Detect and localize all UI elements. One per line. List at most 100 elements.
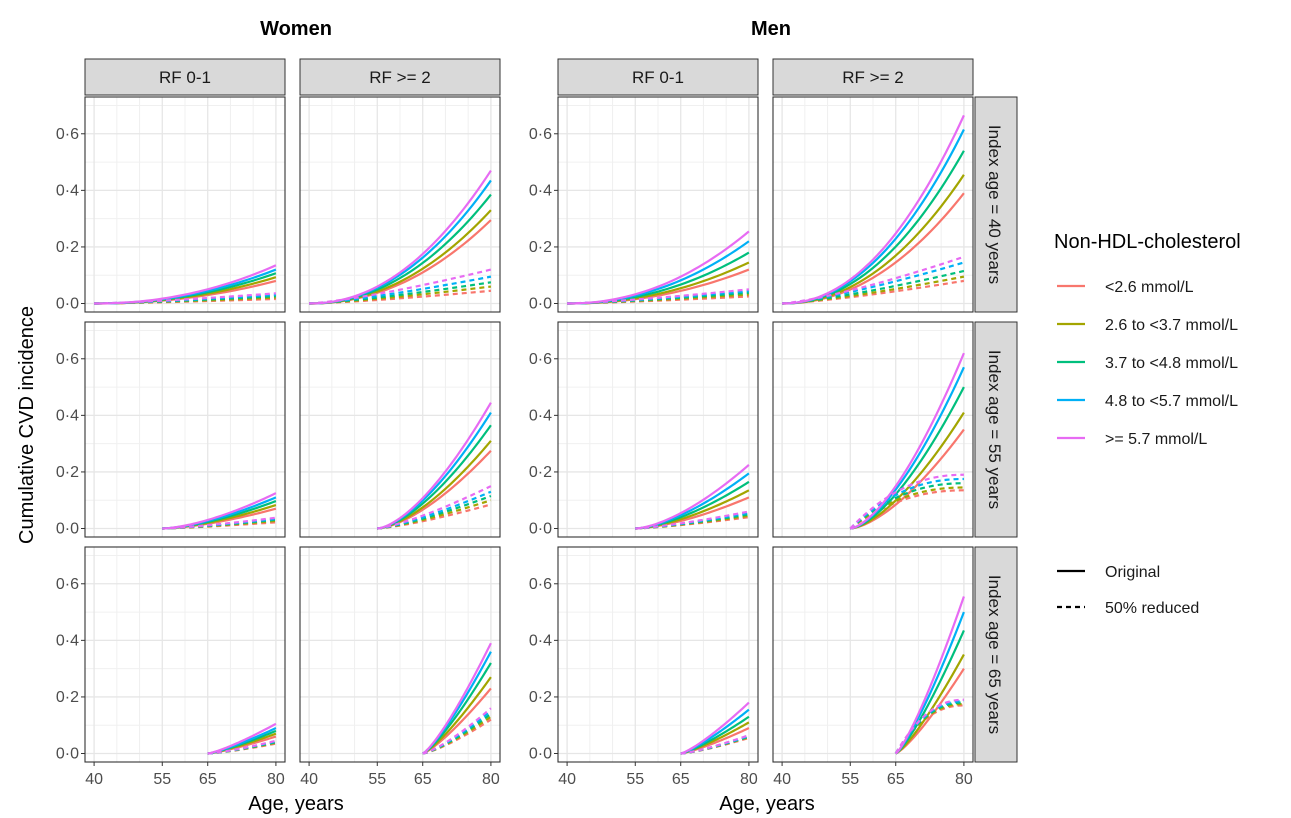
legend: Non-HDL-cholesterol <2.6 mmol/L 2.6 to <3… bbox=[1054, 231, 1241, 617]
panel-men-rf-ge-2-age-55 bbox=[772, 321, 974, 538]
row-strip-index-age-0 bbox=[974, 96, 1018, 313]
x-axis-title-women: Age, years bbox=[248, 793, 344, 815]
y-tick-label: 0·2 bbox=[56, 689, 79, 706]
panel-border bbox=[299, 546, 501, 763]
facet-strip-women-rf-ge-2 bbox=[299, 58, 501, 96]
y-tick-label: 0·0 bbox=[529, 746, 552, 763]
series-line-reduced-4 bbox=[422, 707, 492, 755]
panel-women-rf-0-1-age-55: 0·0 0·2 0·4 0·6 bbox=[56, 321, 286, 538]
legend-label-color: 3.7 to <4.8 mmol/L bbox=[1105, 355, 1238, 372]
legend-label-color: <2.6 mmol/L bbox=[1105, 279, 1194, 296]
x-axis-title-men: Age, years bbox=[719, 793, 815, 815]
x-tick-label: 40 bbox=[773, 771, 791, 788]
x-tick-label: 80 bbox=[267, 771, 285, 788]
series-line-original-4 bbox=[422, 642, 492, 755]
y-tick-label: 0·0 bbox=[56, 521, 79, 538]
series-line-original-4 bbox=[850, 352, 965, 530]
panel-men-rf-ge-2-age-65: 40 55 65 80 bbox=[772, 546, 974, 788]
series-line-original-4 bbox=[162, 492, 277, 530]
y-tick-label: 0·4 bbox=[56, 182, 79, 199]
row-strip-label: Index age = 40 years bbox=[985, 125, 1004, 284]
y-tick-label: 0·4 bbox=[529, 632, 552, 649]
series-line-original-4 bbox=[635, 464, 750, 530]
series-line-original-4 bbox=[894, 596, 965, 755]
x-tick-label: 65 bbox=[199, 771, 217, 788]
facet-strip-label: RF >= 2 bbox=[369, 68, 430, 87]
x-tick-label: 80 bbox=[955, 771, 973, 788]
y-tick-label: 0·0 bbox=[529, 296, 552, 313]
series-line-reduced-1 bbox=[849, 486, 964, 530]
panel-border bbox=[557, 546, 759, 763]
color-legend-entries: <2.6 mmol/L 2.6 to <3.7 mmol/L 3.7 to <4.8… bbox=[1057, 279, 1238, 448]
series-line-reduced-4 bbox=[162, 516, 277, 530]
y-tick-label: 0·2 bbox=[529, 689, 552, 706]
group-title-women: Women bbox=[260, 18, 332, 40]
x-tick-label: 55 bbox=[153, 771, 171, 788]
panel-border bbox=[299, 96, 501, 313]
group-title-men: Men bbox=[751, 18, 791, 40]
series-line-original-4 bbox=[782, 114, 965, 305]
y-tick-label: 0·6 bbox=[56, 351, 79, 368]
y-axis-title: Cumulative CVD incidence bbox=[16, 306, 38, 544]
panel-border bbox=[772, 321, 974, 538]
legend-title: Non-HDL-cholesterol bbox=[1054, 231, 1241, 253]
series-line-reduced-2 bbox=[849, 482, 964, 530]
panel-border bbox=[772, 546, 974, 763]
legend-label-color: 4.8 to <5.7 mmol/L bbox=[1105, 393, 1238, 410]
y-tick-label: 0·2 bbox=[529, 239, 552, 256]
x-tick-label: 40 bbox=[558, 771, 576, 788]
y-tick-label: 0·2 bbox=[529, 464, 552, 481]
x-tick-label: 80 bbox=[482, 771, 500, 788]
series-line-reduced-4 bbox=[207, 739, 277, 755]
series-line-reduced-4 bbox=[635, 510, 750, 530]
panel-border bbox=[772, 96, 974, 313]
y-tick-label: 0·0 bbox=[529, 521, 552, 538]
x-tick-label: 55 bbox=[626, 771, 644, 788]
y-tick-label: 0·0 bbox=[56, 296, 79, 313]
x-tick-label: 55 bbox=[841, 771, 859, 788]
series-line-reduced-4 bbox=[680, 734, 750, 755]
y-tick-label: 0·6 bbox=[529, 126, 552, 143]
y-tick-label: 0·6 bbox=[529, 351, 552, 368]
panel-women-rf-ge-2-age-65: 40 55 65 80 bbox=[299, 546, 501, 788]
series-line-reduced-4 bbox=[377, 485, 492, 530]
series-line-original-4 bbox=[207, 722, 277, 755]
y-tick-label: 0·6 bbox=[56, 576, 79, 593]
y-tick-label: 0·4 bbox=[56, 632, 79, 649]
facet-strip-women-rf-0-1 bbox=[84, 58, 286, 96]
panel-men-rf-0-1-age-65: 0·0 0·2 0·4 0·6 40 55 65 80 bbox=[529, 546, 759, 788]
panel-women-rf-ge-2-age-55 bbox=[299, 321, 501, 538]
legend-label-linetype: Original bbox=[1105, 564, 1160, 581]
series-line-original-4 bbox=[309, 169, 492, 305]
x-tick-label: 80 bbox=[740, 771, 758, 788]
y-tick-label: 0·6 bbox=[529, 576, 552, 593]
y-tick-label: 0·6 bbox=[56, 126, 79, 143]
legend-label-color: 2.6 to <3.7 mmol/L bbox=[1105, 317, 1238, 334]
y-tick-label: 0·4 bbox=[529, 407, 552, 424]
row-strip-index-age-1 bbox=[974, 321, 1018, 538]
panel-border bbox=[84, 546, 286, 763]
facet-strip-label: RF 0-1 bbox=[632, 68, 684, 87]
series-line-original-4 bbox=[377, 402, 492, 530]
x-tick-label: 40 bbox=[85, 771, 103, 788]
series-line-reduced-4 bbox=[849, 473, 964, 530]
series-line-original-4 bbox=[94, 264, 277, 305]
series-line-reduced-3 bbox=[849, 477, 964, 530]
y-tick-label: 0·2 bbox=[56, 239, 79, 256]
facet-strip-label: RF >= 2 bbox=[842, 68, 903, 87]
panel-women-rf-0-1-age-40: 0·0 0·2 0·4 0·6 bbox=[56, 96, 286, 313]
facet-strip-label: RF 0-1 bbox=[159, 68, 211, 87]
row-strip-label: Index age = 65 years bbox=[985, 575, 1004, 734]
panel-men-rf-0-1-age-40: 0·0 0·2 0·4 0·6 bbox=[529, 96, 759, 313]
panel-border bbox=[84, 321, 286, 538]
panel-border bbox=[84, 96, 286, 313]
series-line-original-4 bbox=[567, 230, 750, 305]
panel-border bbox=[557, 321, 759, 538]
panels-layer: RF 0-1 RF >= 2 RF 0-1 RF >= 2 Index age = 40… bbox=[56, 58, 1018, 788]
panel-women-rf-ge-2-age-40 bbox=[299, 96, 501, 313]
panel-women-rf-0-1-age-65: 0·0 0·2 0·4 0·6 40 55 65 80 bbox=[56, 546, 286, 788]
facet-strip-men-rf-ge-2 bbox=[772, 58, 974, 96]
panel-men-rf-ge-2-age-40 bbox=[772, 96, 974, 313]
x-tick-label: 65 bbox=[672, 771, 690, 788]
